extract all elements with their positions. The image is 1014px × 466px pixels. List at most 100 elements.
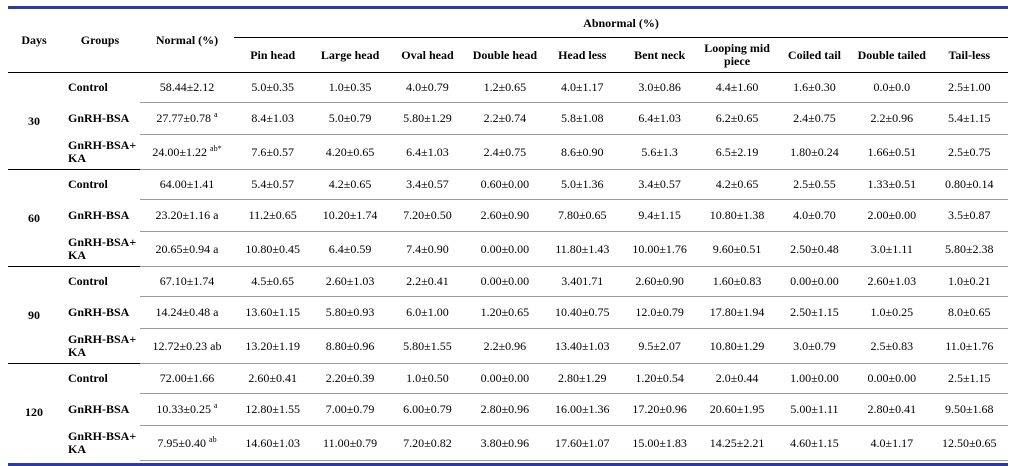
value-cell: 2.5±0.83 <box>853 328 931 364</box>
header-col: Tail-less <box>930 37 1008 73</box>
normal-value: 27.77±0.78 <box>156 111 212 125</box>
value-cell: 2.60±1.03 <box>853 266 931 297</box>
value-cell: 6.4±1.03 <box>620 102 699 135</box>
value-cell: 5.4±0.57 <box>234 169 312 200</box>
value-cell: 16.00±1.36 <box>543 393 621 426</box>
group-cell: GnRH-BSA <box>68 402 130 416</box>
value-cell: 11.2±0.65 <box>234 199 312 232</box>
value-cell: 9.50±1.68 <box>930 393 1008 426</box>
value-cell: 6.2±0.65 <box>698 102 776 135</box>
header-col: Double head <box>466 37 544 73</box>
top-rule <box>8 6 1008 9</box>
value-cell: 2.80±1.29 <box>543 363 621 394</box>
group-cell: GnRH-BSA <box>68 305 130 319</box>
value-cell: 20.60±1.95 <box>698 393 776 426</box>
table-row: GnRH-BSA 10.33±0.25 a 12.80±1.55 7.00±0.79 6… <box>8 393 1008 426</box>
value-cell: 1.60±0.83 <box>698 266 776 297</box>
value-cell: 4.0±1.17 <box>853 425 931 461</box>
header-col: Bent neck <box>620 37 699 73</box>
day-cell: 30 <box>28 113 40 128</box>
table-row: 120 Control 72.00±1.66 2.60±0.41 2.20±0.39 1.… <box>8 363 1008 461</box>
normal-cell: 23.20±1.16 a <box>140 199 234 232</box>
value-cell: 5.4±1.15 <box>930 102 1008 135</box>
group-cell: GnRH-BSA+ KA <box>68 137 137 165</box>
value-cell: 12.0±0.79 <box>620 296 699 329</box>
value-cell: 2.0±0.44 <box>698 363 776 394</box>
header-days: Days <box>8 9 60 73</box>
normal-value: 67.10±1.74 <box>159 274 215 288</box>
normal-value: 14.24±0.48 a <box>155 305 219 319</box>
header-col: Oval head <box>388 37 467 73</box>
value-cell: 9.5±2.07 <box>620 328 699 364</box>
value-cell: 4.0±0.79 <box>388 72 467 103</box>
value-cell: 5.0±0.79 <box>311 102 389 135</box>
significance-superscript: a <box>214 401 218 410</box>
value-cell: 14.60±1.03 <box>234 425 312 461</box>
normal-value: 72.00±1.66 <box>159 371 215 385</box>
header-col: Double tailed <box>853 37 931 73</box>
value-cell: 2.60±1.03 <box>311 266 389 297</box>
table-row: GnRH-BSA+ KA 7.95±0.40 ab 14.60±1.03 11.00±… <box>8 425 1008 461</box>
value-cell: 6.4±0.59 <box>311 231 389 267</box>
value-cell: 5.80±0.93 <box>311 296 389 329</box>
results-table: Days Groups Normal (%) Abnormal (%) Pin … <box>8 9 1008 461</box>
value-cell: 5.80±1.29 <box>388 102 467 135</box>
group-cell: GnRH-BSA+ KA <box>68 234 137 262</box>
value-cell: 5.80±1.55 <box>388 328 467 364</box>
value-cell: 8.80±0.96 <box>311 328 389 364</box>
value-cell: 2.00±0.00 <box>853 199 931 232</box>
value-cell: 1.80±0.24 <box>775 134 854 170</box>
value-cell: 9.60±0.51 <box>698 231 776 267</box>
day-cell: 90 <box>8 266 60 364</box>
value-cell: 12.50±0.65 <box>930 425 1008 461</box>
value-cell: 2.2±0.96 <box>853 102 931 135</box>
value-cell: 1.0±0.35 <box>311 72 389 103</box>
normal-cell: 20.65±0.94 a <box>140 231 234 267</box>
value-cell: 0.00±0.00 <box>853 363 931 394</box>
value-cell: 13.20±1.19 <box>234 328 312 364</box>
value-cell: 11.0±1.76 <box>930 328 1008 364</box>
value-cell: 3.4±0.57 <box>388 169 467 200</box>
day-cell: 60 <box>8 169 60 267</box>
value-cell: 7.6±0.57 <box>234 134 312 170</box>
value-cell: 4.0±0.70 <box>775 199 854 232</box>
value-cell: 7.20±0.50 <box>388 199 467 232</box>
normal-cell: 27.77±0.78 a <box>140 102 234 135</box>
value-cell: 3.0±0.79 <box>775 328 854 364</box>
value-cell: 17.80±1.94 <box>698 296 776 329</box>
value-cell: 13.60±1.15 <box>234 296 312 329</box>
value-cell: 2.5±1.15 <box>930 363 1008 394</box>
significance-superscript: ab* <box>210 143 222 153</box>
value-cell: 6.0±1.00 <box>388 296 467 329</box>
value-cell: 1.0±0.21 <box>930 266 1008 297</box>
header-groups: Groups <box>60 9 140 73</box>
value-cell: 11.00±0.79 <box>311 425 389 461</box>
value-cell: 5.0±0.35 <box>234 72 312 103</box>
normal-cell: 64.00±1.41 <box>140 169 234 200</box>
value-cell: 1.2±0.65 <box>466 72 544 103</box>
value-cell: 8.4±1.03 <box>234 102 312 135</box>
value-cell: 2.5±0.55 <box>775 169 854 200</box>
value-cell: 6.5±2.19 <box>698 134 776 170</box>
value-cell: 1.0±0.50 <box>388 363 467 394</box>
value-cell: 4.4±1.60 <box>698 72 776 103</box>
results-table-container: Days Groups Normal (%) Abnormal (%) Pin … <box>8 6 1008 466</box>
value-cell: 2.4±0.75 <box>775 102 854 135</box>
value-cell: 0.00±0.00 <box>466 363 544 394</box>
value-cell: 2.2±0.74 <box>466 102 544 135</box>
value-cell: 0.00±0.00 <box>466 266 544 297</box>
value-cell: 3.0±0.86 <box>620 72 699 103</box>
value-cell: 1.0±0.25 <box>853 296 931 329</box>
value-cell: 1.6±0.30 <box>775 72 854 103</box>
value-cell: 10.80±0.45 <box>234 231 312 267</box>
value-cell: 2.20±0.39 <box>311 363 389 394</box>
header-normal: Normal (%) <box>140 9 234 73</box>
normal-value: 12.72±0.23 ab <box>152 338 222 353</box>
table-row: 90 Control 67.10±1.74 4.5±0.65 2.60±1.03 2.2±… <box>8 266 1008 364</box>
value-cell: 2.50±0.48 <box>775 231 854 267</box>
value-cell: 1.33±0.51 <box>853 169 931 200</box>
value-cell: 7.00±0.79 <box>311 393 389 426</box>
value-cell: 14.25±2.21 <box>698 425 776 461</box>
value-cell: 10.80±1.38 <box>698 199 776 232</box>
normal-value: 10.33±0.25 <box>156 402 212 416</box>
